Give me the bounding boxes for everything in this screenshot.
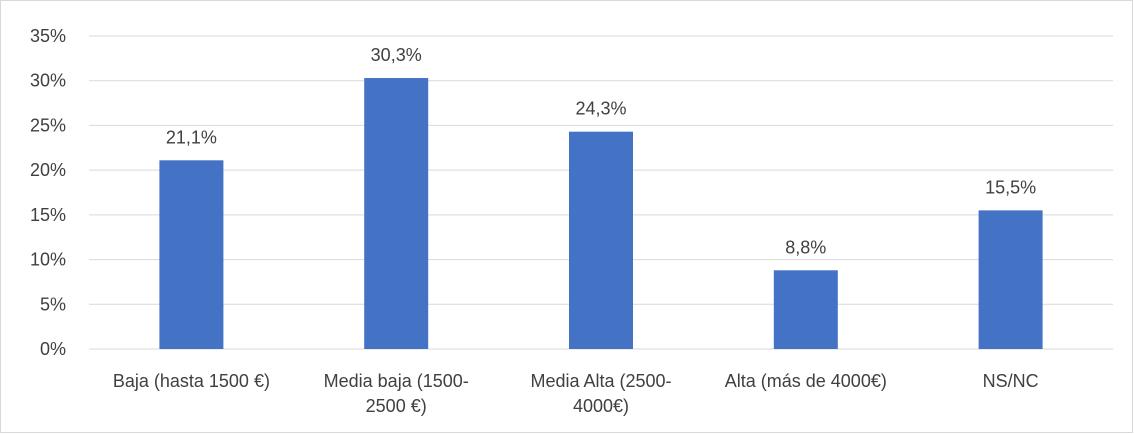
x-tick-label: 2500 €) bbox=[366, 396, 427, 416]
y-tick-label: 15% bbox=[30, 205, 66, 225]
y-tick-label: 35% bbox=[30, 26, 66, 46]
bar bbox=[364, 78, 429, 349]
y-tick-label: 5% bbox=[40, 294, 66, 314]
x-tick-label: Media Alta (2500- bbox=[530, 371, 671, 391]
x-tick-label: Alta (más de 4000€) bbox=[725, 371, 887, 391]
bar bbox=[159, 160, 224, 349]
bar bbox=[569, 131, 633, 349]
y-tick-label: 20% bbox=[30, 160, 66, 180]
x-tick-label: 4000€) bbox=[573, 396, 629, 416]
y-tick-label: 10% bbox=[30, 250, 66, 270]
data-label: 8,8% bbox=[785, 237, 826, 257]
data-label: 30,3% bbox=[371, 45, 422, 65]
bar bbox=[773, 270, 838, 349]
x-tick-label: Baja (hasta 1500 €) bbox=[113, 371, 270, 391]
x-tick-label: NS/NC bbox=[983, 371, 1039, 391]
y-tick-label: 0% bbox=[40, 339, 66, 359]
data-label: 15,5% bbox=[985, 177, 1036, 197]
x-tick-label: Media baja (1500- bbox=[324, 371, 469, 391]
y-tick-label: 25% bbox=[30, 115, 66, 135]
y-tick-label: 30% bbox=[30, 71, 66, 91]
data-label: 21,1% bbox=[166, 127, 217, 147]
bar bbox=[978, 210, 1043, 349]
data-label: 24,3% bbox=[575, 99, 626, 119]
